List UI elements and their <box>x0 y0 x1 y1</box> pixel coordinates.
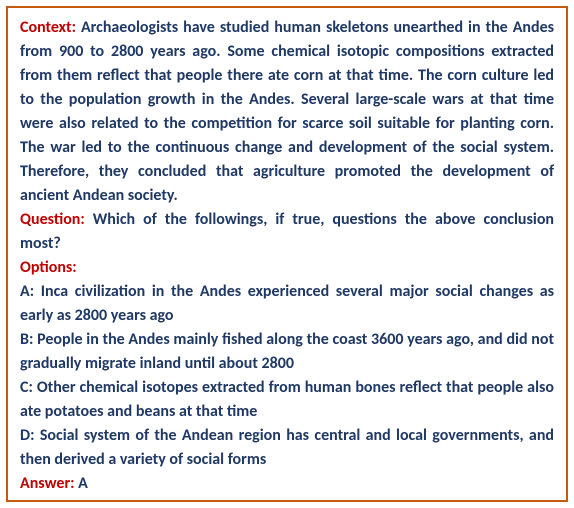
qa-card: Context: Archaeologists have studied hum… <box>6 6 568 502</box>
answer-label: Answer: <box>20 474 75 493</box>
option-b: B: People in the Andes mainly fished alo… <box>20 328 554 376</box>
context-label: Context: <box>20 18 76 37</box>
answer-text: A <box>75 474 88 493</box>
options-heading: Options: <box>20 256 554 280</box>
answer-section: Answer: A <box>20 472 554 496</box>
option-c: C: Other chemical isotopes extracted fro… <box>20 376 554 424</box>
option-d: D: Social system of the Andean region ha… <box>20 424 554 472</box>
context-section: Context: Archaeologists have studied hum… <box>20 16 554 208</box>
question-section: Question: Which of the followings, if tr… <box>20 208 554 256</box>
question-label: Question: <box>20 210 85 229</box>
context-text: Archaeologists have studied human skelet… <box>20 18 554 205</box>
question-text: Which of the followings, if true, questi… <box>20 210 554 253</box>
options-label: Options: <box>20 258 77 277</box>
option-a: A: Inca civilization in the Andes experi… <box>20 280 554 328</box>
